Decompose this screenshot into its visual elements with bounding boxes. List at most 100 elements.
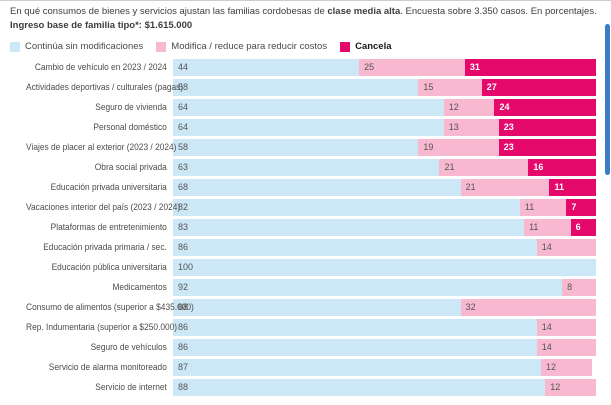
chart-row: Medicamentos 92 8 bbox=[6, 279, 611, 297]
bar-segment-modifica[interactable]: 19 bbox=[418, 139, 499, 157]
bar-segment-modifica[interactable]: 12 bbox=[443, 99, 495, 117]
bar-segment-continua[interactable]: 86 bbox=[173, 339, 537, 357]
bar-segment-modifica[interactable]: 12 bbox=[541, 359, 592, 377]
chart-row: Cambio de vehículo en 2023 / 2024 44 25 31 bbox=[6, 59, 611, 77]
bar-segment-cancela[interactable]: 23 bbox=[498, 119, 596, 137]
bar-segment-modifica[interactable]: 21 bbox=[460, 179, 550, 197]
bar-segment-continua[interactable]: 88 bbox=[173, 379, 546, 397]
bar-segment-continua[interactable]: 86 bbox=[173, 319, 537, 337]
chart-header: En qué consumos de bienes y servicios aj… bbox=[0, 1, 611, 32]
row-bars: 100 bbox=[173, 259, 596, 277]
bar-segment-cancela[interactable]: 11 bbox=[549, 179, 596, 197]
bar-segment-modifica[interactable]: 8 bbox=[562, 279, 596, 297]
bar-segment-cancela[interactable]: 24 bbox=[494, 99, 596, 117]
bar-segment-cancela[interactable]: 6 bbox=[570, 219, 596, 237]
chart-legend: Continúa sin modificaciones Modifica / r… bbox=[10, 41, 611, 52]
bar-segment-modifica[interactable]: 21 bbox=[439, 159, 529, 177]
bar-segment-modifica[interactable]: 15 bbox=[418, 79, 482, 97]
chart-row: Seguro de vivienda 64 12 24 bbox=[6, 99, 611, 117]
row-bars: 68 21 11 bbox=[173, 179, 596, 197]
bar-segment-continua[interactable]: 64 bbox=[173, 119, 444, 137]
legend-swatch-icon bbox=[156, 41, 167, 52]
row-bars: 58 15 27 bbox=[173, 79, 596, 97]
row-bars: 82 11 7 bbox=[173, 199, 596, 217]
bar-segment-modifica[interactable]: 12 bbox=[545, 379, 596, 397]
row-bars: 86 14 bbox=[173, 319, 596, 337]
bar-segment-cancela[interactable]: 16 bbox=[528, 159, 596, 177]
bar-segment-modifica[interactable]: 11 bbox=[524, 219, 571, 237]
chart-row: Servicio de alarma monitoreado 87 12 bbox=[6, 359, 611, 377]
chart-row: Plataformas de entretenimiento 83 11 6 bbox=[6, 219, 611, 237]
row-label: Actividades deportivas / culturales (pag… bbox=[26, 82, 184, 94]
chart-rows: Cambio de vehículo en 2023 / 2024 44 25 31… bbox=[6, 59, 611, 397]
row-bars: 64 13 23 bbox=[173, 119, 596, 137]
row-bars: 63 21 16 bbox=[173, 159, 596, 177]
chart-row: Servicio de internet 88 12 bbox=[6, 379, 611, 397]
row-label: Plataformas de entretenimiento bbox=[50, 222, 167, 234]
bar-segment-continua[interactable]: 68 bbox=[173, 179, 461, 197]
row-bars: 92 8 bbox=[173, 279, 596, 297]
chart-row: Rep. Indumentaria (superior a $250.000) … bbox=[6, 319, 611, 337]
bar-segment-continua[interactable]: 92 bbox=[173, 279, 563, 297]
chart-row: Consumo de alimentos (superior a $435.00… bbox=[6, 299, 611, 317]
bar-segment-modifica[interactable]: 32 bbox=[460, 299, 596, 317]
bar-segment-cancela[interactable]: 23 bbox=[498, 139, 596, 157]
row-label: Rep. Indumentaria (superior a $250.000) bbox=[26, 322, 178, 334]
legend-item-cancela[interactable]: Cancela bbox=[340, 41, 392, 53]
bar-segment-modifica[interactable]: 14 bbox=[536, 239, 596, 257]
chart-title: En qué consumos de bienes y servicios aj… bbox=[10, 6, 597, 17]
row-label: Viajes de placer al exterior (2023 / 202… bbox=[26, 142, 177, 154]
chart-row: Educación privada universitaria 68 21 11 bbox=[6, 179, 611, 197]
chart-row: Vacaciones interior del país (2023 / 202… bbox=[6, 199, 611, 217]
chart-row: Seguro de vehículos 86 14 bbox=[6, 339, 611, 357]
legend-item-modifica[interactable]: Modifica / reduce para reducir costos bbox=[156, 41, 327, 52]
bar-segment-continua[interactable]: 64 bbox=[173, 99, 444, 117]
bar-segment-continua[interactable]: 58 bbox=[173, 79, 419, 97]
bar-segment-continua[interactable]: 63 bbox=[173, 159, 440, 177]
bar-segment-cancela[interactable]: 31 bbox=[464, 59, 596, 77]
row-label: Servicio de internet bbox=[95, 382, 167, 394]
scrollbar-thumb[interactable] bbox=[605, 24, 610, 175]
bar-segment-continua[interactable]: 82 bbox=[173, 199, 520, 217]
row-bars: 86 14 bbox=[173, 339, 596, 357]
bar-segment-modifica[interactable]: 14 bbox=[536, 319, 596, 337]
row-label: Educación pública universitaria bbox=[51, 262, 167, 274]
bar-segment-modifica[interactable]: 13 bbox=[443, 119, 499, 137]
bar-segment-continua[interactable]: 87 bbox=[173, 359, 541, 377]
bar-segment-cancela[interactable]: 27 bbox=[481, 79, 596, 97]
legend-swatch-icon bbox=[340, 41, 351, 52]
bar-segment-modifica[interactable]: 14 bbox=[536, 339, 596, 357]
bar-segment-continua[interactable]: 68 bbox=[173, 299, 461, 317]
legend-label: Continúa sin modificaciones bbox=[25, 41, 144, 53]
bar-segment-modifica[interactable]: 11 bbox=[519, 199, 567, 217]
row-label: Servicio de alarma monitoreado bbox=[48, 362, 167, 374]
row-bars: 83 11 6 bbox=[173, 219, 596, 237]
bar-segment-continua[interactable]: 83 bbox=[173, 219, 525, 237]
row-bars: 86 14 bbox=[173, 239, 596, 257]
row-label: Vacaciones interior del país (2023 / 202… bbox=[26, 202, 181, 214]
row-bars: 58 19 23 bbox=[173, 139, 596, 157]
row-bars: 64 12 24 bbox=[173, 99, 596, 117]
chart-subtitle: Ingreso base de familia tipo*: $1.615.00… bbox=[10, 19, 193, 31]
row-label: Medicamentos bbox=[112, 282, 167, 294]
bar-segment-continua[interactable]: 86 bbox=[173, 239, 537, 257]
row-label: Obra social privada bbox=[94, 162, 167, 174]
legend-item-continua[interactable]: Continúa sin modificaciones bbox=[10, 41, 143, 52]
chart-row: Obra social privada 63 21 16 bbox=[6, 159, 611, 177]
bar-segment-continua[interactable]: 44 bbox=[173, 59, 360, 77]
row-bars: 88 12 bbox=[173, 379, 596, 397]
bar-segment-modifica[interactable]: 25 bbox=[359, 59, 465, 77]
row-bars: 68 32 bbox=[173, 299, 596, 317]
chart-row: Actividades deportivas / culturales (pag… bbox=[6, 79, 611, 97]
bar-segment-continua[interactable]: 58 bbox=[173, 139, 419, 157]
row-label: Personal doméstico bbox=[93, 122, 167, 134]
legend-label: Cancela bbox=[355, 41, 392, 53]
row-label: Seguro de vivienda bbox=[95, 102, 167, 114]
row-label: Educación privada universitaria bbox=[50, 182, 167, 194]
chart-row: Educación privada primaria / sec. 86 14 bbox=[6, 239, 611, 257]
bar-segment-cancela[interactable]: 7 bbox=[566, 199, 596, 217]
bar-segment-continua[interactable]: 100 bbox=[173, 259, 596, 277]
chart-row: Personal doméstico 64 13 23 bbox=[6, 119, 611, 137]
row-label: Cambio de vehículo en 2023 / 2024 bbox=[34, 62, 167, 74]
